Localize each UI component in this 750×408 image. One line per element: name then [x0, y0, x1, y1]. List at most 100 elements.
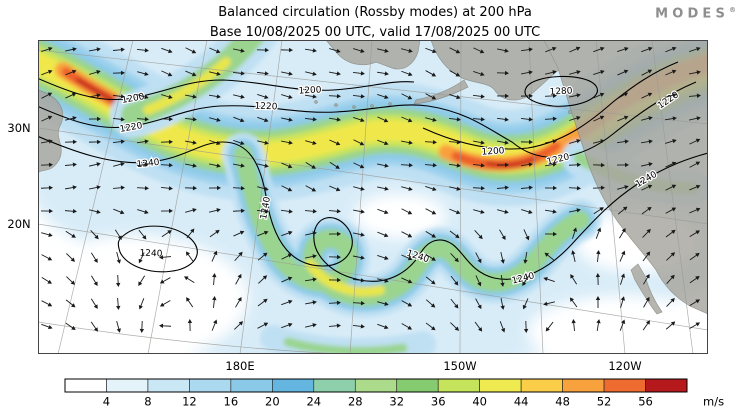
wind-vector — [496, 93, 509, 99]
wind-vector — [377, 208, 389, 215]
wind-vector — [185, 70, 197, 77]
wind-vector — [544, 252, 555, 261]
wind-vector — [40, 162, 53, 168]
wind-vector — [41, 300, 53, 307]
wind-vector — [89, 185, 101, 190]
wind-vector — [257, 140, 269, 145]
wind-vector — [425, 276, 436, 285]
wind-vector — [401, 140, 413, 145]
colorbar-tick-label: 28 — [348, 395, 363, 408]
wind-vector — [139, 320, 145, 333]
wind-vector — [352, 71, 365, 76]
wind-vector — [401, 208, 413, 215]
wind-vector — [473, 209, 485, 214]
wind-vector — [41, 115, 53, 122]
wind-vector — [497, 209, 509, 214]
wind-vector — [328, 277, 341, 283]
colorbar-segment — [354, 378, 398, 393]
wind-vector — [377, 278, 389, 283]
wind-vector — [89, 47, 101, 52]
wind-vector — [497, 48, 509, 53]
map-border — [38, 40, 708, 354]
wind-vector — [160, 139, 173, 145]
wind-vector — [136, 48, 149, 53]
wind-vector — [449, 47, 461, 54]
wind-vector — [593, 46, 605, 53]
wind-vector — [666, 297, 675, 307]
wind-vector — [184, 117, 197, 122]
wind-vector — [232, 185, 245, 191]
wind-vector — [66, 276, 76, 285]
wind-vector — [401, 323, 413, 330]
wind-vector — [448, 163, 461, 168]
wind-vector — [569, 46, 581, 53]
colorbar-tick-label: 20 — [265, 395, 280, 408]
wind-vector — [353, 117, 365, 123]
wind-vector — [88, 116, 101, 122]
land-kamchatka — [38, 89, 64, 174]
wind-vector — [281, 185, 293, 192]
chart-subtitle: Base 10/08/2025 00 UTC, valid 17/08/2025… — [209, 24, 541, 40]
colorbar-tick-label: 8 — [144, 395, 151, 408]
colorbar-tick-label: 48 — [555, 395, 570, 408]
wind-vector — [209, 117, 221, 122]
map-canvas: 1200120012001220122012201220124012401240… — [38, 40, 708, 354]
wind-vector — [496, 185, 509, 190]
wind-vector — [664, 116, 677, 121]
wind-vector — [40, 185, 53, 191]
wind-vector — [569, 297, 578, 308]
wind-vector — [304, 300, 317, 305]
wind-vector — [377, 139, 389, 146]
wind-vector — [232, 71, 245, 76]
wind-vector — [233, 94, 245, 99]
wind-vector — [473, 70, 485, 77]
wind-vector — [596, 319, 601, 332]
wind-vector — [377, 323, 389, 330]
wind-vector — [448, 117, 461, 122]
wind-vector — [257, 298, 268, 307]
wind-vector — [377, 301, 389, 306]
wind-vector — [257, 322, 269, 329]
wind-vector — [689, 46, 701, 53]
graticule — [38, 40, 708, 354]
wind-vector — [90, 298, 98, 309]
wind-vector — [233, 230, 245, 237]
wind-vector — [499, 321, 506, 333]
colorbar-segment — [520, 378, 563, 393]
colorbar-segment — [147, 378, 190, 393]
wind-vector — [641, 116, 653, 121]
wind-vector — [425, 299, 436, 308]
wind-vector — [689, 299, 700, 306]
wind-vector — [235, 273, 242, 285]
wind-vector — [593, 92, 605, 99]
wind-vector — [304, 94, 317, 99]
wind-vector — [41, 232, 53, 237]
wind-vector — [377, 255, 389, 261]
wind-vector — [665, 139, 677, 144]
wind-vector — [619, 228, 626, 239]
wind-vector — [571, 250, 576, 262]
wind-vector — [65, 299, 76, 308]
wind-vector — [256, 209, 269, 214]
wind-vector — [184, 276, 195, 284]
wind-vector — [186, 297, 194, 308]
contour-label: 1200 — [481, 146, 505, 158]
wind-vector — [377, 116, 389, 123]
wind-vector — [209, 71, 221, 76]
wind-vector — [401, 277, 413, 284]
wind-vector — [112, 47, 125, 52]
wind-vector — [64, 209, 77, 214]
wind-vector — [474, 229, 483, 240]
wind-vector — [665, 321, 676, 330]
wind-vector — [568, 185, 581, 191]
wind-vector — [280, 47, 293, 53]
wind-vector — [666, 274, 675, 285]
wind-vector — [136, 162, 149, 167]
wind-vector — [328, 300, 341, 305]
wind-vector — [208, 185, 221, 191]
wind-vector — [305, 71, 317, 76]
wind-vector — [353, 209, 365, 214]
wind-vector — [136, 185, 149, 191]
wind-vector — [689, 184, 701, 191]
colorbar-segment — [106, 378, 149, 393]
